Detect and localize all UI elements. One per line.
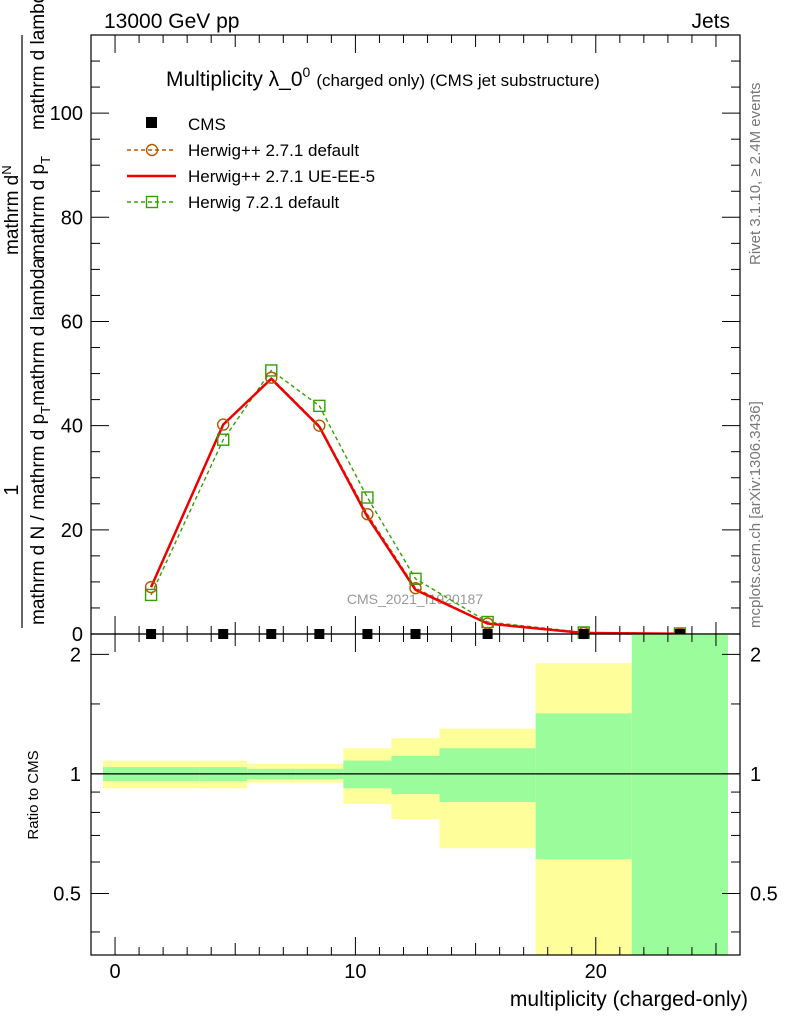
legend-herwig7-marker xyxy=(145,195,159,209)
ylabel-den-top: mathrm d pT xyxy=(28,156,53,260)
herwig7-point xyxy=(144,588,158,602)
y-tick-label: 100 xyxy=(50,103,83,125)
watermark: CMS_2021_I1920187 xyxy=(347,591,483,607)
green-band xyxy=(391,755,440,794)
legend-cms-label: CMS xyxy=(188,115,226,134)
ratio-plot-frame xyxy=(90,633,741,956)
ratio-y-tick-label-right: 2 xyxy=(750,644,761,666)
herwigpp-default-point xyxy=(217,418,230,431)
ratio-y-tick-label: 2 xyxy=(70,644,81,666)
herwigpp-default-point xyxy=(313,419,326,432)
ratio-ylabel: Ratio to CMS xyxy=(25,750,42,839)
ratio-bands xyxy=(103,634,728,955)
side-text-top: Rivet 3.1.10, ≥ 2.4M events xyxy=(747,83,764,266)
ylabel-denominator: mathrm d N / mathrm d pTmathrm d lambda xyxy=(28,258,53,625)
y-tick-label: 20 xyxy=(61,520,83,542)
ratio-y-tick-label-right: 1 xyxy=(750,764,761,786)
y-tick-label: 80 xyxy=(61,207,83,229)
herwigpp-default-point xyxy=(144,580,158,594)
herwig7-point xyxy=(265,364,278,377)
main-y-ticks: 0 20 40 60 80 100 xyxy=(50,34,740,646)
y-tick-label: 40 xyxy=(61,416,83,438)
header-left: 13000 GeV pp xyxy=(104,10,239,33)
herwig7-point xyxy=(361,491,374,504)
ylabel-one: 1 xyxy=(1,484,23,495)
side-text-bottom: mcplots.cern.ch [arXiv:1306.3436] xyxy=(747,401,764,628)
herwigpp-default-point xyxy=(361,508,374,521)
green-band xyxy=(631,634,728,955)
herwigpp-default-point xyxy=(265,371,278,384)
x-tick-label: 20 xyxy=(585,961,607,983)
x-axis-label: multiplicity (charged-only) xyxy=(510,988,748,1011)
herwig7-point xyxy=(409,572,422,585)
ratio-ticks: 0 10 20 0.5 0.5 1 1 2 2 xyxy=(53,634,778,983)
legend-herwigpp-ueee5-label: Herwig++ 2.7.1 UE-EE-5 xyxy=(188,167,375,186)
header-right: Jets xyxy=(691,10,730,33)
y-tick-label: 60 xyxy=(61,311,83,333)
legend-herwigpp-default-marker xyxy=(145,143,159,157)
x-tick-label: 10 xyxy=(344,961,366,983)
ratio-y-tick-label: 0.5 xyxy=(53,883,81,905)
legend: CMS Herwig++ 2.7.1 default Herwig++ 2.7.… xyxy=(127,115,375,212)
ylabel-numerator: mathrm dN xyxy=(0,165,23,255)
ylabel-den-right: mathrm d lambda xyxy=(28,0,49,130)
ratio-y-tick-label: 1 xyxy=(70,764,81,786)
ratio-y-tick-label-right: 0.5 xyxy=(750,883,778,905)
legend-cms-marker xyxy=(146,117,157,128)
herwigpp-ueee5-line xyxy=(149,377,680,635)
legend-herwigpp-default-label: Herwig++ 2.7.1 default xyxy=(188,141,359,160)
x-tick-label: 0 xyxy=(109,961,120,983)
legend-herwig7-label: Herwig 7.2.1 default xyxy=(188,193,339,212)
herwig7-point xyxy=(313,399,326,413)
plot-title: Multiplicity λ_00 (charged only) (CMS jet… xyxy=(166,64,600,91)
herwig7-point xyxy=(217,433,230,446)
y-tick-label: 0 xyxy=(72,624,83,646)
main-ylabel: 1 mathrm d N / mathrm d pTmathrm d lambd… xyxy=(0,0,53,628)
green-band xyxy=(535,713,632,860)
green-band xyxy=(439,748,536,802)
herwigpp-default-point xyxy=(409,581,422,595)
